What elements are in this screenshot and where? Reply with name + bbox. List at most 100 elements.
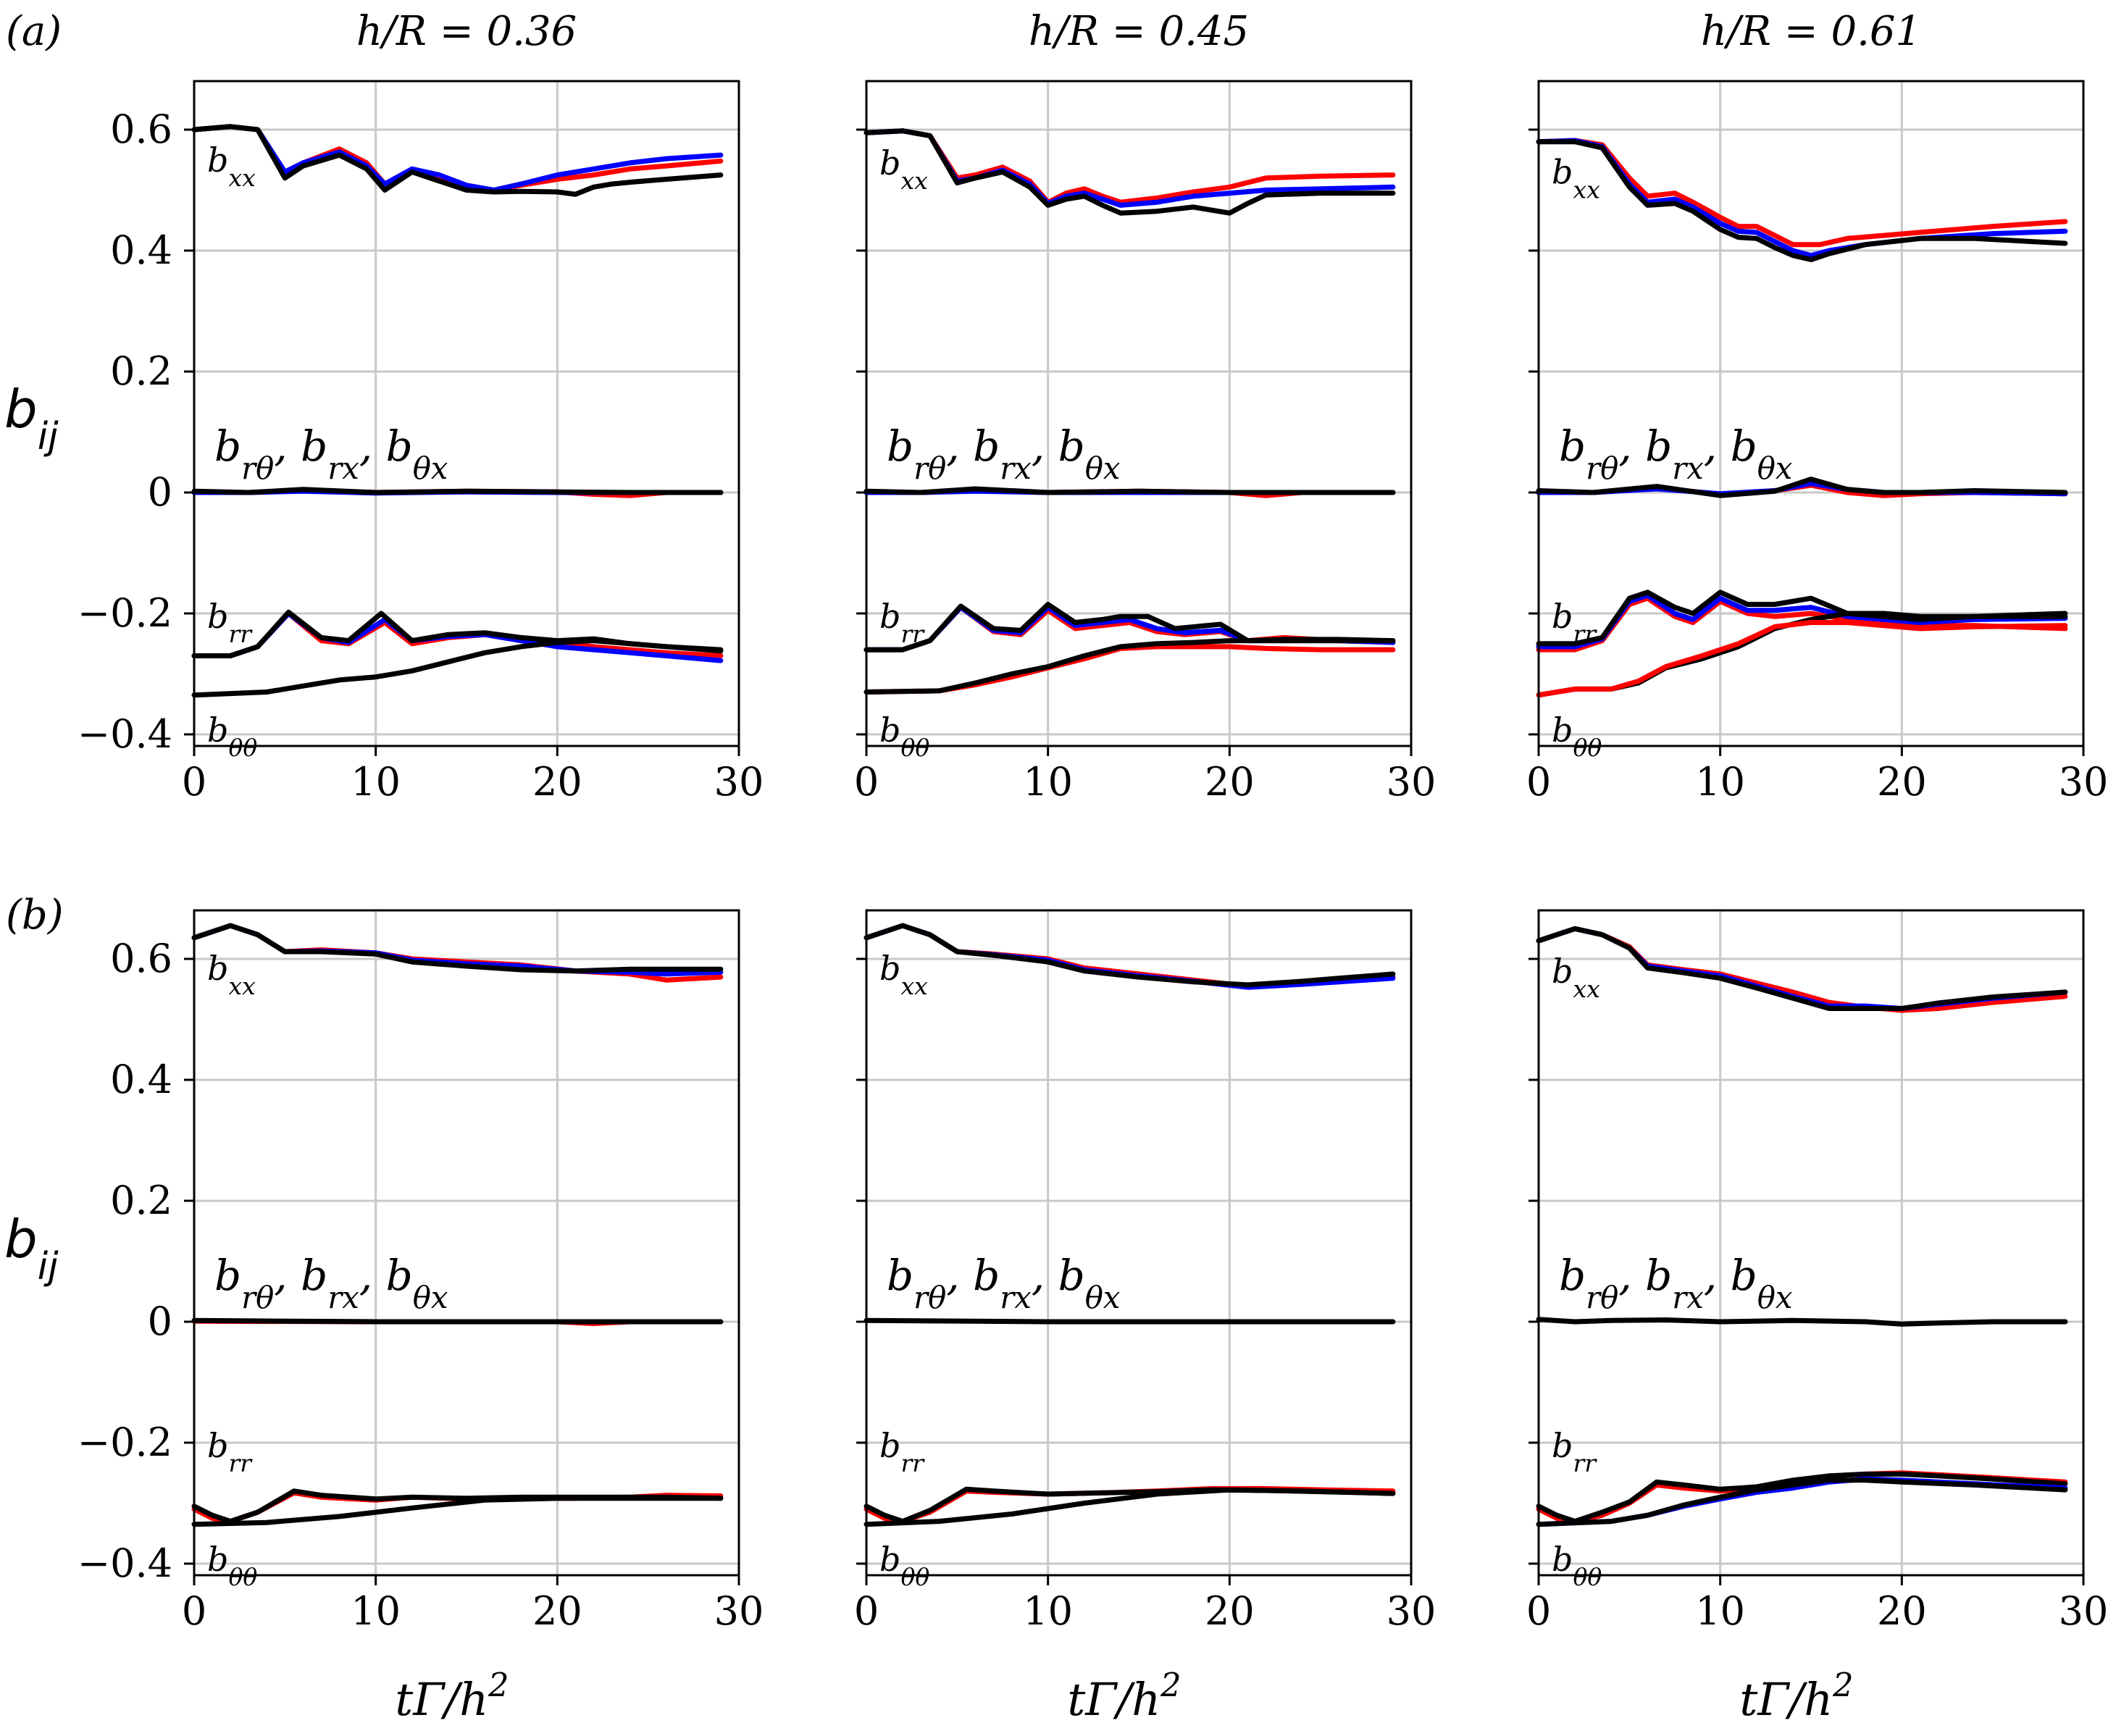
label-bxx: bxx: [207, 949, 256, 1000]
series-line-b-xx-red: [1536, 138, 2068, 248]
label-bxx: bxx: [1552, 153, 1600, 204]
label-brr: brr: [879, 597, 925, 648]
label-bxx: bxx: [879, 143, 928, 194]
x-tick-label: 10: [1023, 759, 1073, 805]
series-line-b-off-black: [191, 487, 724, 495]
axes-frame: [193, 80, 740, 747]
series-line-b-off-black: [1536, 1317, 2068, 1327]
label-brr: brr: [1552, 1426, 1597, 1477]
y-axis-label-b: bij: [4, 1209, 59, 1288]
label-btheta: bθθ: [1552, 1540, 1602, 1591]
axes-frame: [1537, 80, 2085, 747]
x-tick-label: 20: [1877, 759, 1927, 805]
x-tick-label: 20: [532, 1588, 582, 1634]
y-axis-label-a: bij: [4, 379, 59, 458]
series-line-b-tt-black: [191, 1496, 724, 1527]
x-tick-label: 20: [1877, 1588, 1927, 1634]
y-tick-label: 0.6: [110, 106, 172, 152]
label-brr: brr: [207, 1426, 253, 1477]
series-line-b-off-black: [191, 1317, 724, 1325]
x-axis-label: tΓ/h2: [395, 1666, 509, 1726]
series-line-b-tt-red: [1536, 620, 2068, 698]
series-line-b-xx-black: [1536, 139, 2068, 262]
series-line-b-tt-red: [863, 644, 1396, 695]
series-line-b-tt-black: [1536, 1477, 2068, 1527]
series-line-b-xx-black: [863, 128, 1396, 216]
y-tick-label: −0.2: [78, 590, 172, 636]
axes-frame: [865, 909, 1413, 1577]
x-tick-label: 20: [1205, 1588, 1255, 1634]
x-tick-label: 0: [854, 1588, 879, 1634]
label-bxx: bxx: [1552, 952, 1600, 1003]
x-tick-label: 20: [532, 759, 582, 805]
column-title: h/R = 0.45: [1029, 8, 1249, 55]
panel-b-2: 0 10 20 30 bxx brr bθθ brθ, brx, bθx: [854, 909, 1437, 1634]
panel-b-3: 0 10 20 30 bxx brr bθθ brθ, brx, bθx: [1526, 909, 2109, 1634]
axes-frame: [1537, 909, 2085, 1577]
series-line-b-off-black: [863, 1317, 1396, 1325]
y-tick-label: 0.2: [110, 348, 172, 394]
row-label-b: (b): [6, 892, 64, 939]
x-tick-label: 10: [351, 1588, 401, 1634]
column-title: h/R = 0.36: [356, 8, 577, 55]
series-line-b-tt-black: [191, 638, 724, 698]
axes-frame: [193, 909, 740, 1577]
series-line-b-off-black: [863, 486, 1396, 495]
series-line-b-xx-black: [863, 923, 1396, 988]
series-line-b-xx-black: [191, 124, 724, 197]
label-offdiagonal: brθ, brx, bθx: [1559, 422, 1792, 486]
y-tick-label: 0.4: [110, 1057, 172, 1102]
label-bxx: bxx: [207, 141, 256, 192]
panel-a-3: 0 10 20 30 bxx brr bθθ brθ, brx, bθx: [1526, 80, 2109, 805]
series-line-b-rr-black: [1536, 1471, 2068, 1525]
label-offdiagonal: brθ, brx, bθx: [887, 422, 1120, 486]
x-axis-label: tΓ/h2: [1067, 1666, 1181, 1726]
label-offdiagonal: brθ, brx, bθx: [214, 422, 448, 486]
x-tick-label: 0: [182, 1588, 206, 1634]
x-tick-label: 20: [1205, 759, 1255, 805]
series-line-b-xx-black: [1536, 926, 2068, 1011]
x-tick-label: 0: [1526, 759, 1551, 805]
x-tick-label: 30: [1387, 1588, 1437, 1634]
label-offdiagonal: brθ, brx, bθx: [1559, 1251, 1792, 1315]
label-brr: brr: [207, 597, 253, 648]
y-tick-label: 0: [148, 1299, 172, 1344]
x-tick-label: 10: [1695, 759, 1745, 805]
label-btheta: bθθ: [879, 710, 929, 762]
y-tick-label: 0.2: [110, 1178, 172, 1223]
series-line-b-tt-black: [863, 638, 1396, 695]
column-title: h/R = 0.61: [1701, 8, 1921, 55]
axes-frame: [865, 80, 1413, 747]
x-tick-label: 30: [1387, 759, 1437, 805]
x-tick-label: 30: [714, 1588, 764, 1634]
series-line-b-tt-black: [863, 1487, 1396, 1527]
x-tick-label: 10: [1023, 1588, 1073, 1634]
y-tick-label: 0.6: [110, 936, 172, 981]
x-tick-label: 10: [351, 759, 401, 805]
label-brr: brr: [879, 1426, 925, 1477]
label-bxx: bxx: [879, 949, 928, 1000]
series-line-b-off-black: [1536, 477, 2068, 498]
panel-a-2: 0 10 20 30 bxx brr bθθ brθ, brx, bθx: [854, 80, 1437, 805]
x-tick-label: 0: [182, 759, 206, 805]
label-btheta: bθθ: [207, 710, 257, 762]
x-tick-label: 0: [1526, 1588, 1551, 1634]
x-tick-label: 30: [2059, 1588, 2109, 1634]
label-offdiagonal: brθ, brx, bθx: [887, 1251, 1120, 1315]
series-line-b-rr-black: [1536, 590, 2068, 647]
y-tick-label: 0.4: [110, 227, 172, 273]
label-btheta: bθθ: [1552, 710, 1602, 762]
label-btheta: bθθ: [879, 1540, 929, 1591]
label-brr: brr: [1552, 597, 1597, 648]
x-tick-label: 30: [714, 759, 764, 805]
series-line-b-rr-blue: [191, 611, 724, 663]
panel-b-1: 0 10 20 30 0.6 0.4 0.2 0 −0.2 −0.4 bxx brr bθθ brθ, b…: [78, 909, 764, 1634]
row-label-a: (a): [6, 8, 62, 55]
x-tick-label: 10: [1695, 1588, 1745, 1634]
x-tick-label: 30: [2059, 759, 2109, 805]
series-line-b-xx-black: [191, 923, 724, 974]
panel-a-1: 0 10 20 30 0.6 0.4 0.2 0 −0.2 −0.4 bxx brr bθθ brθ, b…: [78, 80, 764, 805]
y-tick-label: 0: [148, 469, 172, 515]
label-btheta: bθθ: [207, 1540, 257, 1591]
